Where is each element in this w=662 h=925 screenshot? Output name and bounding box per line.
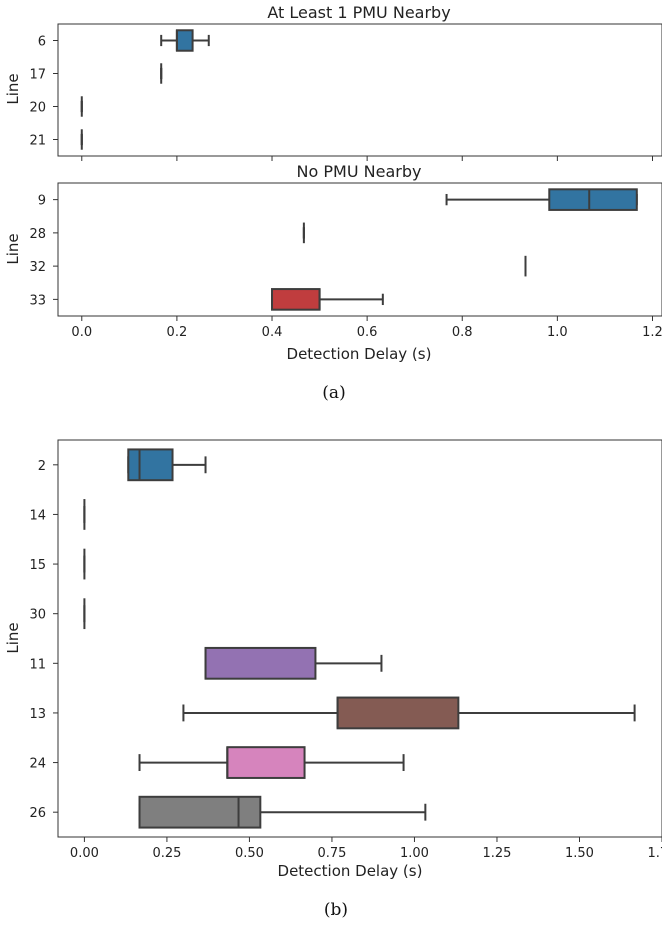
b-box-line-26 xyxy=(138,795,262,829)
caption-a: (a) xyxy=(322,383,345,403)
panel-a-top-ylabel: Line xyxy=(4,73,22,104)
b-box-line-2 xyxy=(127,448,174,482)
a-bottom-box-line-9 xyxy=(548,188,638,211)
panel-a-bottom-ylabel: Line xyxy=(4,233,22,264)
a-bottom-xtick-label: 0.0 xyxy=(71,325,92,340)
panel-a-bottom-xlabel: Detection Delay (s) xyxy=(287,345,432,363)
a-bottom-plot-frame xyxy=(57,182,662,317)
b-xtick-label: 0.25 xyxy=(152,846,181,861)
b-xtick-label: 0.75 xyxy=(317,846,346,861)
panel-a-top-ylabel-text: Line xyxy=(4,73,22,104)
panel-b-ylabel: Line xyxy=(4,622,22,653)
a-bottom-xtick-label: 1.2 xyxy=(642,325,662,340)
a-bottom-ytick-label: 33 xyxy=(29,293,46,308)
b-ytick-label: 11 xyxy=(29,657,46,672)
b-ytick-label: 15 xyxy=(29,558,46,573)
b-xtick-label: 1.25 xyxy=(482,846,511,861)
panel-b-xlabel: Detection Delay (s) xyxy=(278,862,423,880)
a-bottom-ytick-label: 32 xyxy=(29,260,46,275)
a-bottom-box-line-33 xyxy=(271,288,321,311)
panel-a-bottom-title: No PMU Nearby xyxy=(297,162,422,181)
b-xtick-label: 1.00 xyxy=(400,846,429,861)
a-bottom-xtick-label: 0.8 xyxy=(452,325,473,340)
a-bottom-ytick-label: 9 xyxy=(38,194,46,209)
b-ytick-label: 26 xyxy=(29,806,46,821)
b-ytick-label: 13 xyxy=(29,707,46,722)
b-xtick-label: 0.00 xyxy=(70,846,99,861)
b-box-line-24 xyxy=(226,746,306,779)
b-ytick-label: 2 xyxy=(38,459,46,474)
panel-a-top-title: At Least 1 PMU Nearby xyxy=(267,3,450,22)
panel-a-bottom-chart: No PMU Nearby Line Detection Delay (s) 0… xyxy=(4,162,662,363)
a-bottom-xtick-label: 0.2 xyxy=(167,325,188,340)
panel-b-chart: Line Detection Delay (s) 0.00 0.25 0.50 0.7… xyxy=(4,439,662,880)
a-top-ytick-label: 6 xyxy=(38,35,46,50)
panel-a-top-chart: At Least 1 PMU Nearby Line 6 17 20 21 xyxy=(4,3,662,161)
b-ytick-label: 30 xyxy=(29,608,46,623)
a-top-ytick-label: 20 xyxy=(29,101,46,116)
a-top-ytick-label: 21 xyxy=(29,134,46,149)
b-box-line-11 xyxy=(204,646,317,680)
a-bottom-xtick-label: 1.0 xyxy=(547,325,568,340)
a-top-plot-frame xyxy=(57,23,662,157)
b-plot-frame xyxy=(57,439,662,838)
a-top-box-line-6 xyxy=(175,29,194,52)
b-xtick-label: 1.50 xyxy=(565,846,594,861)
caption-b: (b) xyxy=(324,900,348,920)
b-box-line-13 xyxy=(336,696,460,730)
b-xtick-label: 0.50 xyxy=(235,846,264,861)
a-bottom-ytick-label: 28 xyxy=(29,227,46,242)
b-xtick-label: 1.75 xyxy=(648,846,662,861)
a-bottom-xtick-label: 0.4 xyxy=(262,325,283,340)
b-ytick-label: 24 xyxy=(29,757,46,772)
a-top-ytick-label: 17 xyxy=(29,68,46,83)
a-bottom-xtick-label: 0.6 xyxy=(357,325,378,340)
b-ytick-label: 14 xyxy=(29,508,46,523)
